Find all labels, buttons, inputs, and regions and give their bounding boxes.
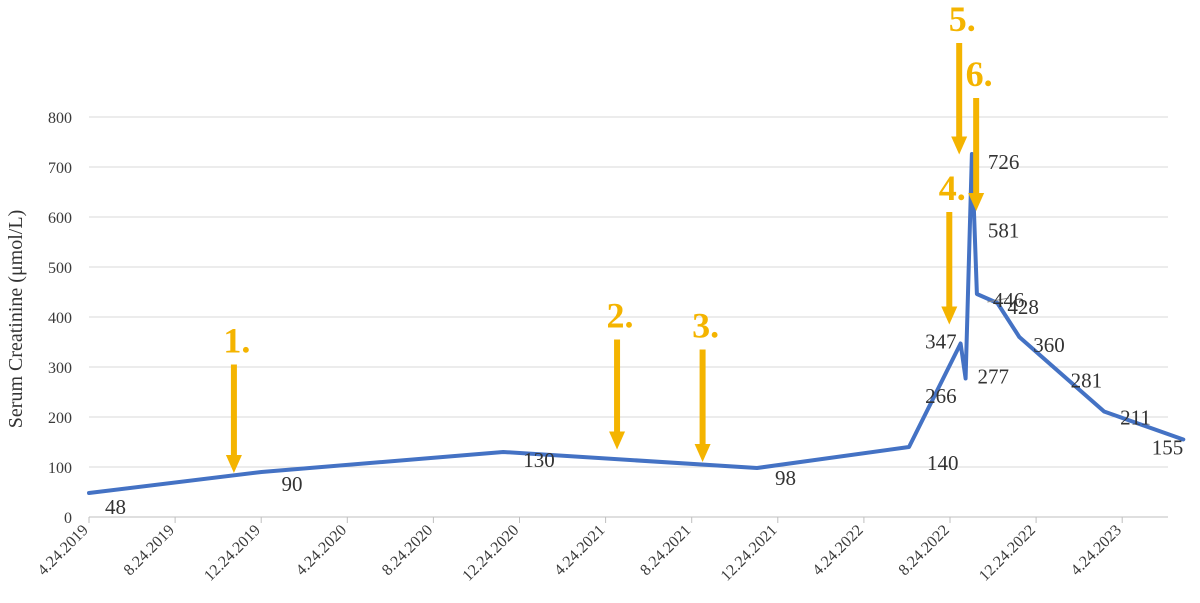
annotation-arrow-head <box>694 444 711 462</box>
annotation-label: 2. <box>607 296 634 336</box>
annotation-arrow-head <box>941 306 958 325</box>
annotation-label: 1. <box>223 321 250 361</box>
x-tick-label: 12.24.2022 <box>976 522 1039 585</box>
y-tick-label: 100 <box>48 460 72 477</box>
data-label: 360 <box>1033 333 1065 357</box>
y-tick-label: 800 <box>48 110 72 127</box>
y-tick-label: 300 <box>48 360 72 377</box>
data-label: 266 <box>925 384 957 408</box>
y-tick-label: 500 <box>48 260 72 277</box>
data-label: 726 <box>988 150 1020 174</box>
x-tick-label: 8.24.2021 <box>637 522 694 579</box>
x-tick-label: 12.24.2021 <box>718 522 781 585</box>
x-tick-label: 8.24.2019 <box>121 522 178 579</box>
data-label: 211 <box>1120 406 1151 430</box>
data-label: 277 <box>978 365 1010 389</box>
x-tick-label: 4.24.2019 <box>35 522 92 579</box>
x-tick-label: 12.24.2020 <box>459 522 522 585</box>
data-label: 90 <box>281 472 302 496</box>
annotation-arrow-head <box>609 431 626 450</box>
leader-line <box>987 297 1009 303</box>
x-tick-label: 4.24.2022 <box>809 522 866 579</box>
annotation-label: 4. <box>939 168 966 208</box>
annotation-arrow-head <box>951 136 968 155</box>
y-axis-label: Serum Creatinine (μmol/L) <box>5 210 27 428</box>
data-label: 446 <box>993 288 1025 312</box>
data-label: 281 <box>1071 369 1103 393</box>
x-tick-label: 4.24.2023 <box>1068 522 1125 579</box>
data-label: 347 <box>925 330 957 354</box>
x-tick-label: 12.24.2019 <box>201 522 264 585</box>
y-tick-label: 200 <box>48 410 72 427</box>
y-tick-label: 600 <box>48 210 72 227</box>
y-tick-label: 700 <box>48 160 72 177</box>
data-label: 48 <box>105 495 126 519</box>
annotation-arrow-head <box>968 193 985 211</box>
series-line <box>87 152 1186 495</box>
y-tick-label: 0 <box>64 510 72 527</box>
annotation-label: 3. <box>692 306 719 346</box>
data-label: 98 <box>775 466 796 490</box>
annotation-label: 6. <box>966 54 993 94</box>
x-tick-label: 4.24.2021 <box>551 522 608 579</box>
data-label: 140 <box>927 451 959 475</box>
x-tick-label: 4.24.2020 <box>293 522 350 579</box>
data-label: 130 <box>523 448 555 472</box>
x-tick-label: 8.24.2020 <box>379 522 436 579</box>
x-tick-label: 8.24.2022 <box>896 522 953 579</box>
annotation-arrow-head <box>225 455 242 473</box>
y-tick-label: 400 <box>48 310 72 327</box>
annotation-label: 5. <box>949 0 976 39</box>
data-label: 155 <box>1152 436 1184 460</box>
data-label: 581 <box>988 219 1020 243</box>
data-label: 428 <box>1007 295 1038 319</box>
